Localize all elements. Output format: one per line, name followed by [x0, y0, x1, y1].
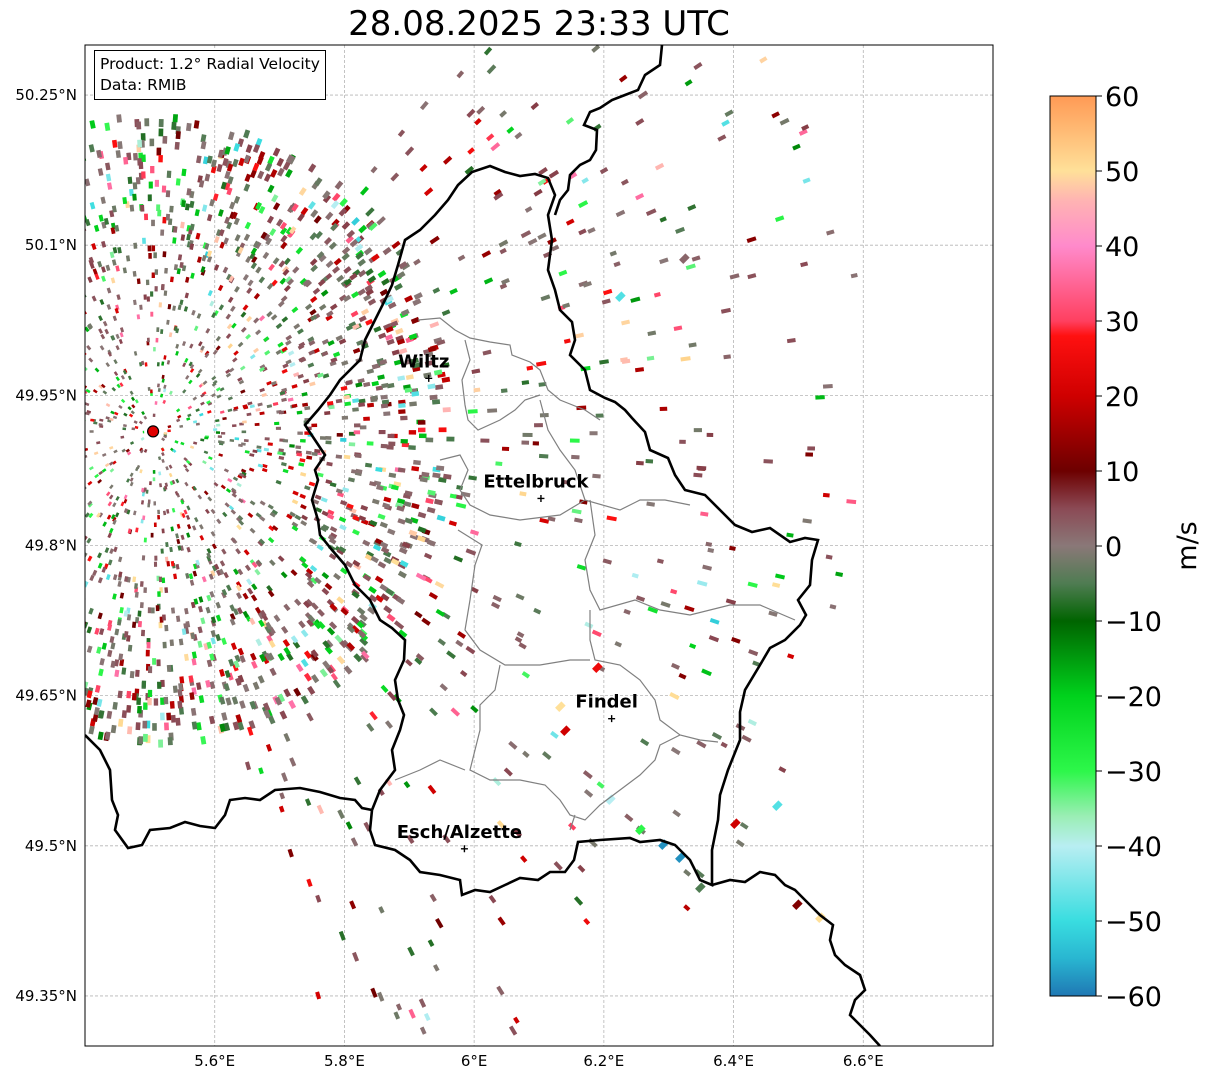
germany-border: [553, 45, 881, 1046]
city-markers: Wiltz Ettelbruck Findel Esch/Alzette: [397, 351, 638, 853]
lat-tick-label: 49.35°N: [15, 987, 77, 1005]
colorbar-tick-label: 10: [1105, 457, 1139, 488]
data-source-line: Data: RMIB: [100, 76, 187, 94]
product-line: Product: 1.2° Radial Velocity: [100, 55, 320, 73]
france-belgium-border: [85, 734, 373, 850]
colorbar-tick-label: 0: [1105, 532, 1122, 563]
colorbar-tick-label: 60: [1105, 82, 1139, 113]
colorbar-gradient: [1049, 95, 1097, 997]
lat-tick-label: 49.8°N: [25, 537, 77, 555]
lon-tick-label: 5.6°E: [194, 1052, 235, 1070]
radar-site-dot: [147, 425, 160, 438]
colorbar-tick-label: 20: [1105, 382, 1139, 413]
colorbar-tick-label: −30: [1105, 757, 1162, 788]
colorbar-unit-label: m/s: [1172, 521, 1203, 570]
colorbar-tick-label: −40: [1105, 832, 1162, 863]
colorbar-tick-label: 40: [1105, 232, 1139, 263]
city-label: Wiltz: [398, 351, 449, 372]
city-marker: [460, 845, 468, 853]
canton-borders: [394, 317, 796, 831]
city-label: Findel: [575, 692, 638, 713]
colorbar-tick-label: −60: [1105, 982, 1162, 1013]
colorbar: 60 50 40 30 20 10 0 −10 −20 −30 −40 −50 −60 m/s: [1049, 82, 1203, 1013]
lon-tick-label: 6°E: [461, 1052, 488, 1070]
city-marker: [608, 715, 616, 723]
city-marker: [425, 374, 433, 382]
lat-tick-label: 49.5°N: [25, 837, 77, 855]
lat-tick-label: 50.1°N: [25, 236, 77, 254]
colorbar-tick-label: −50: [1105, 907, 1162, 938]
lon-tick-label: 6.6°E: [843, 1052, 884, 1070]
lat-tick-label: 49.65°N: [15, 687, 77, 705]
city-label: Esch/Alzette: [397, 822, 522, 843]
map-frame: [84, 44, 994, 1047]
lon-tick-label: 6.4°E: [713, 1052, 754, 1070]
city-label: Ettelbruck: [483, 471, 589, 492]
boundaries: [85, 45, 881, 1046]
radar-site-marker: [144, 422, 163, 441]
lon-tick-label: 5.8°E: [324, 1052, 365, 1070]
colorbar-tick-label: 50: [1105, 157, 1139, 188]
product-info-box: Product: 1.2° Radial Velocity Data: RMIB: [94, 50, 326, 100]
colorbar-tick-label: −10: [1105, 607, 1162, 638]
colorbar-ticks: 60 50 40 30 20 10 0 −10 −20 −30 −40 −50 −60: [1096, 82, 1162, 1013]
axis-ticks: 50.25°N 50.1°N 49.95°N 49.8°N 49.65°N 49.5°N 4…: [15, 86, 883, 1070]
colorbar-tick-label: 30: [1105, 307, 1139, 338]
luxembourg-border: [303, 164, 820, 897]
lon-tick-label: 6.2°E: [583, 1052, 624, 1070]
lat-tick-label: 49.95°N: [15, 386, 77, 404]
city-marker: [537, 494, 545, 502]
colorbar-tick-label: −20: [1105, 682, 1162, 713]
radar-echoes: [85, 45, 858, 1036]
lat-tick-label: 50.25°N: [15, 86, 77, 104]
map-title: 28.08.2025 23:33 UTC: [348, 4, 730, 44]
